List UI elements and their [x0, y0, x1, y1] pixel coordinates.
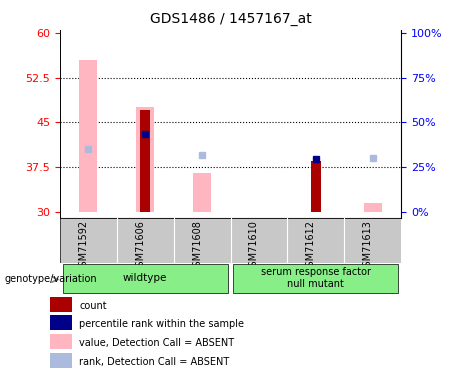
Bar [140, 110, 150, 212]
Text: count: count [79, 301, 107, 310]
Text: GSM71606: GSM71606 [135, 220, 145, 273]
Title: GDS1486 / 1457167_at: GDS1486 / 1457167_at [150, 12, 311, 26]
Text: GSM71612: GSM71612 [306, 220, 316, 273]
Bar [193, 173, 211, 211]
Bar [63, 264, 228, 293]
Bar [364, 202, 382, 211]
Text: genotype/variation: genotype/variation [5, 274, 97, 284]
Bar [50, 297, 71, 312]
Text: GSM71592: GSM71592 [78, 220, 89, 273]
Text: value, Detection Call = ABSENT: value, Detection Call = ABSENT [79, 338, 235, 348]
Bar [50, 353, 71, 368]
Text: wildtype: wildtype [123, 273, 167, 283]
Text: serum response factor
null mutant: serum response factor null mutant [261, 267, 371, 289]
Text: GSM71613: GSM71613 [363, 220, 372, 273]
Bar [233, 264, 398, 293]
Bar [311, 161, 321, 212]
Bar [50, 315, 71, 330]
Bar [79, 60, 97, 211]
Text: rank, Detection Call = ABSENT: rank, Detection Call = ABSENT [79, 357, 230, 367]
Text: GSM71608: GSM71608 [192, 220, 202, 273]
Bar [50, 334, 71, 349]
Text: percentile rank within the sample: percentile rank within the sample [79, 320, 244, 329]
Text: GSM71610: GSM71610 [249, 220, 259, 273]
Bar [136, 107, 154, 211]
